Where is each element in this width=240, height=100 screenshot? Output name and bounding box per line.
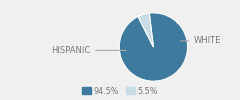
Legend: 94.5%, 5.5%: 94.5%, 5.5% bbox=[78, 83, 162, 99]
Wedge shape bbox=[138, 13, 153, 47]
Text: HISPANIC: HISPANIC bbox=[51, 46, 126, 55]
Wedge shape bbox=[119, 13, 188, 81]
Text: WHITE: WHITE bbox=[181, 36, 221, 45]
